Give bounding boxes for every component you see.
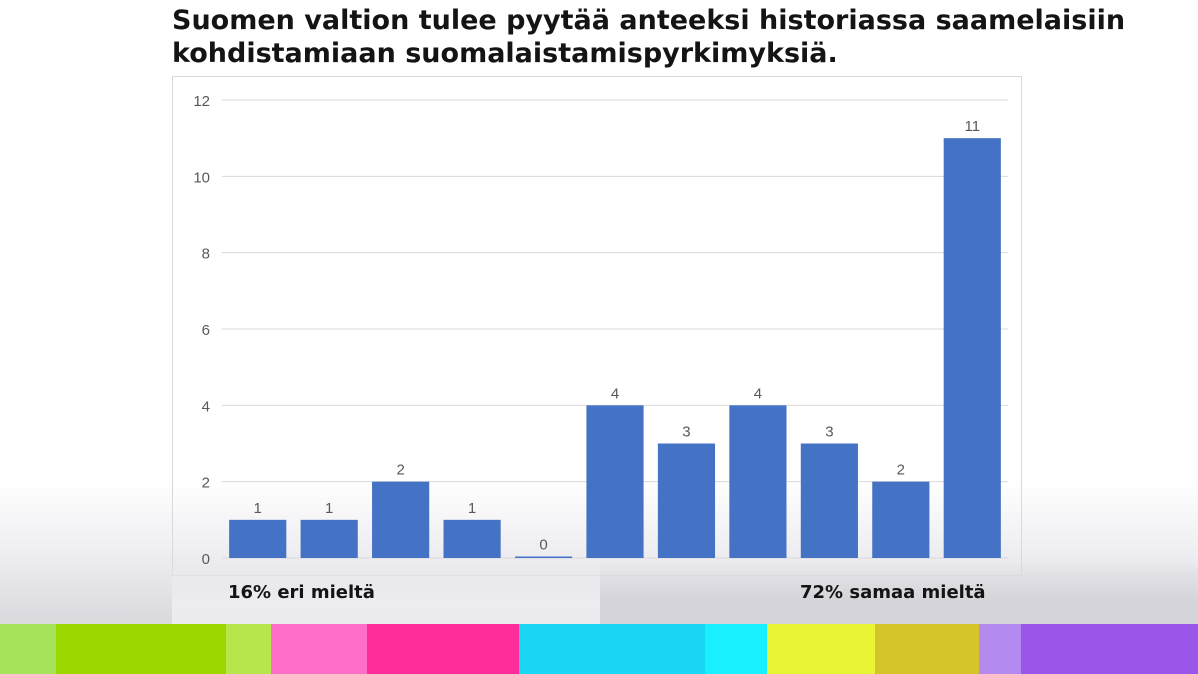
color-stripe-segment [705,624,767,674]
data-label: 1 [254,500,262,517]
y-axis-ticks: 0 2 4 6 8 10 12 [193,93,210,568]
bar [657,443,716,558]
data-label: 1 [325,500,333,517]
bar [443,519,501,558]
bar [300,519,358,558]
bars [229,138,1001,558]
data-label: 4 [611,385,619,402]
y-tick-label: 4 [202,398,210,415]
summary-band-disagree [172,560,600,624]
color-stripe-segment [519,624,705,674]
y-tick-label: 6 [202,322,210,339]
chart-title-line-2: kohdistamiaan suomalaistamispyrkimyksiä. [172,38,838,69]
color-stripe-segment [767,624,875,674]
bar [800,443,858,558]
color-stripe-segment [367,624,519,674]
chart-title-line-1: Suomen valtion tulee pyytää anteeksi his… [172,5,1126,36]
color-stripe-segment [56,624,226,674]
y-tick-label: 10 [193,169,210,186]
y-tick-label: 8 [202,246,210,263]
data-label: 3 [825,424,833,441]
bar [586,405,644,558]
decorative-color-stripe [0,624,1198,674]
bar [729,405,787,558]
disagree-summary: 16% eri mieltä [228,582,375,603]
data-label: 2 [396,462,404,479]
bar [514,556,573,558]
chart-title: Suomen valtion tulee pyytää anteeksi his… [172,4,1152,70]
data-label: 11 [964,118,980,135]
agree-summary: 72% samaa mieltä [800,582,986,603]
y-tick-label: 2 [202,475,210,492]
color-stripe-segment [875,624,979,674]
color-stripe-segment [0,624,56,674]
data-label: 1 [468,500,476,517]
bar [372,481,430,558]
color-stripe-segment [1021,624,1198,674]
color-stripe-segment [226,624,271,674]
bar [943,138,1001,558]
data-label: 3 [682,424,690,441]
bar [229,519,287,558]
data-label: 2 [897,462,905,479]
y-tick-label: 0 [202,551,210,568]
data-label: 4 [754,385,762,402]
color-stripe-segment [979,624,1021,674]
y-tick-label: 12 [193,93,210,110]
bar [872,481,930,558]
summary-band-agree [600,560,1198,624]
color-stripe-segment [271,624,367,674]
data-label: 0 [539,537,547,554]
